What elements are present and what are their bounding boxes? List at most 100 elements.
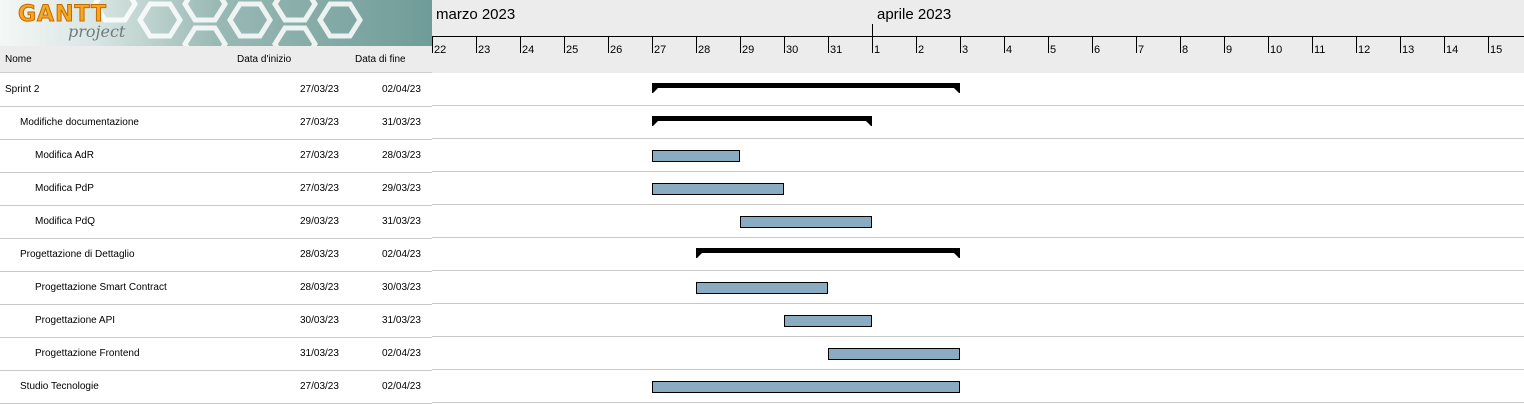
- table-row[interactable]: Sprint 2 27/03/23 02/04/23: [0, 73, 432, 107]
- day-label: 15: [1490, 44, 1503, 56]
- day-tick: [652, 37, 653, 53]
- day-tick: [740, 37, 741, 53]
- day-label: 11: [1314, 44, 1326, 56]
- day-tick: [1224, 37, 1225, 53]
- month-label-april: aprile 2023: [877, 6, 952, 23]
- day-label: 24: [522, 44, 535, 56]
- row-gridline: [432, 270, 1524, 271]
- task-start-date: 27/03/23: [300, 117, 339, 128]
- task-end-date: 31/03/23: [382, 216, 421, 227]
- table-row[interactable]: Modifiche documentazione 27/03/23 31/03/23: [0, 106, 432, 140]
- summary-bar[interactable]: [652, 116, 872, 126]
- table-row[interactable]: Progettazione API 30/03/23 31/03/23: [0, 304, 432, 338]
- task-name: Progettazione Smart Contract: [35, 282, 167, 293]
- table-row[interactable]: Progettazione Smart Contract 28/03/23 30/0…: [0, 271, 432, 305]
- logo-project-text: project: [68, 22, 126, 41]
- day-tick: [564, 37, 565, 53]
- day-tick: [872, 37, 873, 53]
- day-tick: [476, 37, 477, 53]
- column-header-start[interactable]: Data d'inizio: [237, 54, 292, 65]
- task-bar[interactable]: [696, 282, 828, 294]
- ganttproject-logo: GANTT project: [0, 0, 432, 46]
- day-tick: [1268, 37, 1269, 53]
- table-row[interactable]: Progettazione di Dettaglio 28/03/23 02/04/…: [0, 238, 432, 272]
- day-tick: [432, 37, 433, 53]
- day-tick: [608, 37, 609, 53]
- task-bar[interactable]: [652, 150, 740, 162]
- row-gridline: [432, 336, 1524, 337]
- task-end-date: 28/03/23: [382, 150, 421, 161]
- task-end-date: 31/03/23: [382, 117, 421, 128]
- row-gridline: [432, 204, 1524, 205]
- day-tick: [1180, 37, 1181, 53]
- day-tick: [1400, 37, 1401, 53]
- column-header-end[interactable]: Data di fine: [355, 54, 406, 65]
- task-name: Sprint 2: [5, 84, 40, 95]
- task-start-date: 31/03/23: [300, 348, 339, 359]
- day-tick: [916, 37, 917, 53]
- task-bar[interactable]: [740, 216, 872, 228]
- month-header: marzo 2023 aprile 2023: [432, 0, 1524, 36]
- day-tick: [1488, 37, 1489, 53]
- table-row[interactable]: Modifica PdP 27/03/23 29/03/23: [0, 172, 432, 206]
- task-bar[interactable]: [652, 381, 960, 393]
- day-label: 14: [1446, 44, 1459, 56]
- task-name: Modifica PdQ: [35, 216, 96, 227]
- task-start-date: 30/03/23: [300, 315, 339, 326]
- task-name: Modifica PdP: [35, 183, 94, 194]
- row-gridline: [432, 171, 1524, 172]
- day-label: 26: [610, 44, 623, 56]
- day-tick: [1444, 37, 1445, 53]
- day-label: 30: [786, 44, 799, 56]
- day-label: 22: [434, 44, 447, 56]
- month-divider: [872, 24, 873, 36]
- task-end-date: 31/03/23: [382, 315, 421, 326]
- day-label: 23: [478, 44, 491, 56]
- task-start-date: 28/03/23: [300, 249, 339, 260]
- task-name: Studio Tecnologie: [20, 381, 99, 392]
- task-start-date: 29/03/23: [300, 216, 339, 227]
- summary-bar[interactable]: [696, 248, 960, 258]
- task-bar[interactable]: [652, 183, 784, 195]
- task-bar[interactable]: [784, 315, 872, 327]
- day-label: 8: [1182, 44, 1189, 56]
- day-tick: [696, 37, 697, 53]
- task-name: Progettazione Frontend: [35, 348, 140, 359]
- table-row[interactable]: Modifica PdQ 29/03/23 31/03/23: [0, 205, 432, 239]
- task-name: Progettazione API: [35, 315, 116, 326]
- table-row[interactable]: Studio Tecnologie 27/03/23 02/04/23: [0, 370, 432, 404]
- day-tick: [1048, 37, 1049, 53]
- day-label: 25: [566, 44, 579, 56]
- day-label: 2: [918, 44, 925, 56]
- gantt-chart[interactable]: marzo 2023 aprile 2023 22 23 24 25 26 27 28 29 3…: [432, 0, 1524, 403]
- table-row[interactable]: Progettazione Frontend 31/03/23 02/04/23: [0, 337, 432, 371]
- column-header-name[interactable]: Nome: [5, 54, 32, 65]
- task-table: GANTT project Nome Data d'inizio Data di…: [0, 0, 432, 404]
- day-label: 5: [1050, 44, 1057, 56]
- day-label: 1: [874, 44, 881, 56]
- day-label: 10: [1270, 44, 1283, 56]
- task-end-date: 02/04/23: [382, 348, 421, 359]
- day-tick: [828, 37, 829, 53]
- task-end-date: 30/03/23: [382, 282, 421, 293]
- task-start-date: 27/03/23: [300, 150, 339, 161]
- day-label: 3: [962, 44, 969, 56]
- task-end-date: 29/03/23: [382, 183, 421, 194]
- table-row[interactable]: Modifica AdR 27/03/23 28/03/23: [0, 139, 432, 173]
- summary-bar[interactable]: [652, 83, 960, 93]
- day-tick: [1136, 37, 1137, 53]
- task-name: Progettazione di Dettaglio: [20, 249, 135, 260]
- day-tick: [1312, 37, 1313, 53]
- task-bar[interactable]: [828, 348, 960, 360]
- day-label: 4: [1006, 44, 1013, 56]
- task-end-date: 02/04/23: [382, 84, 421, 95]
- day-label: 27: [654, 44, 667, 56]
- day-tick: [1004, 37, 1005, 53]
- task-start-date: 27/03/23: [300, 84, 339, 95]
- month-label-march: marzo 2023: [436, 6, 516, 23]
- day-tick: [960, 37, 961, 53]
- task-start-date: 27/03/23: [300, 381, 339, 392]
- day-label: 7: [1138, 44, 1145, 56]
- table-header: Nome Data d'inizio Data di fine: [0, 46, 432, 73]
- task-end-date: 02/04/23: [382, 381, 421, 392]
